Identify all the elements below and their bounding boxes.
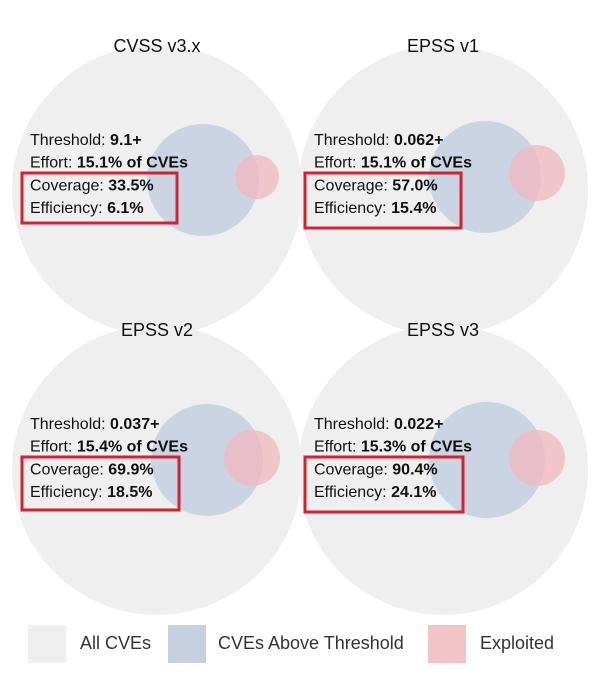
metric-label: Threshold: xyxy=(30,416,106,433)
panel: EPSS v2 Threshold: 0.037+ Effort: 15.4% of… xyxy=(12,320,302,615)
metric-value: 18.5% xyxy=(107,484,152,501)
metric-value: 0.022+ xyxy=(394,416,443,433)
metric-label: Coverage: xyxy=(30,462,104,479)
metric-line: Efficiency: 6.1% xyxy=(30,200,144,217)
metric-value: 15.1% of CVEs xyxy=(77,155,188,172)
legend-swatch-all xyxy=(28,625,66,663)
metric-label: Effort: xyxy=(30,439,72,456)
panel: EPSS v1 Threshold: 0.062+ Effort: 15.1% of… xyxy=(298,36,588,335)
panels: CVSS v3.x Threshold: 9.1+ Effort: 15.1% of… xyxy=(12,36,588,615)
legend-label: CVEs Above Threshold xyxy=(218,633,404,653)
legend-label: All CVEs xyxy=(80,633,151,653)
metric-label: Efficiency: xyxy=(30,484,103,501)
above-threshold-circle xyxy=(429,402,545,518)
metric-label: Threshold: xyxy=(30,132,106,149)
legend-swatch-exploited xyxy=(428,625,466,663)
exploited-circle xyxy=(235,155,279,199)
metric-label: Efficiency: xyxy=(314,200,387,217)
highlight-box xyxy=(303,171,463,230)
highlight-box xyxy=(20,171,179,225)
highlight-box xyxy=(20,455,181,512)
metric-line: Coverage: 69.9% xyxy=(30,462,154,479)
metric-label: Efficiency: xyxy=(30,200,103,217)
panel-title: CVSS v3.x xyxy=(113,36,200,56)
metric-label: Threshold: xyxy=(314,132,390,149)
panel-title: EPSS v3 xyxy=(407,320,479,340)
metric-line: Coverage: 57.0% xyxy=(314,178,438,195)
metric-line: Threshold: 0.022+ xyxy=(314,416,443,433)
metric-value: 15.4% of CVEs xyxy=(77,439,188,456)
metric-value: 57.0% xyxy=(392,178,437,195)
metric-label: Effort: xyxy=(314,439,356,456)
metric-value: 24.1% xyxy=(391,484,436,501)
metric-label: Coverage: xyxy=(30,178,104,195)
legend-swatch-above xyxy=(168,625,206,663)
metric-label: Effort: xyxy=(314,155,356,172)
metric-value: 0.062+ xyxy=(394,132,443,149)
highlight-box xyxy=(303,455,465,514)
metric-value: 6.1% xyxy=(107,200,143,217)
metric-value: 15.3% of CVEs xyxy=(361,439,472,456)
metric-value: 33.5% xyxy=(108,178,153,195)
metric-value: 0.037+ xyxy=(110,416,159,433)
metric-line: Coverage: 33.5% xyxy=(30,178,154,195)
panel: EPSS v3 Threshold: 0.022+ Effort: 15.3% of… xyxy=(298,320,588,615)
metric-value: 90.4% xyxy=(392,462,437,479)
exploited-circle xyxy=(224,430,280,486)
panel-title: EPSS v1 xyxy=(407,36,479,56)
metric-label: Coverage: xyxy=(314,178,388,195)
metric-line: Threshold: 0.037+ xyxy=(30,416,159,433)
exploited-circle xyxy=(509,430,565,486)
metric-value: 15.1% of CVEs xyxy=(361,155,472,172)
metric-value: 69.9% xyxy=(108,462,153,479)
metric-line: Efficiency: 18.5% xyxy=(30,484,152,501)
metric-value: 15.4% xyxy=(391,200,436,217)
metric-line: Efficiency: 15.4% xyxy=(314,200,436,217)
metric-label: Efficiency: xyxy=(314,484,387,501)
metric-line: Effort: 15.1% of CVEs xyxy=(314,155,472,172)
metric-line: Efficiency: 24.1% xyxy=(314,484,436,501)
panel: CVSS v3.x Threshold: 9.1+ Effort: 15.1% of… xyxy=(12,36,302,335)
legend: All CVEs CVEs Above Threshold Exploited xyxy=(28,625,554,663)
exploited-circle xyxy=(509,145,565,201)
legend-label: Exploited xyxy=(480,633,554,653)
metric-label: Effort: xyxy=(30,155,72,172)
metric-line: Threshold: 0.062+ xyxy=(314,132,443,149)
metric-label: Coverage: xyxy=(314,462,388,479)
above-threshold-circle xyxy=(429,121,541,233)
metric-line: Threshold: 9.1+ xyxy=(30,132,142,149)
metric-label: Threshold: xyxy=(314,416,390,433)
metric-line: Effort: 15.4% of CVEs xyxy=(30,439,188,456)
metric-line: Effort: 15.3% of CVEs xyxy=(314,439,472,456)
metric-line: Effort: 15.1% of CVEs xyxy=(30,155,188,172)
metric-value: 9.1+ xyxy=(110,132,142,149)
above-threshold-circle xyxy=(147,124,259,236)
panel-title: EPSS v2 xyxy=(121,320,193,340)
metric-line: Coverage: 90.4% xyxy=(314,462,438,479)
